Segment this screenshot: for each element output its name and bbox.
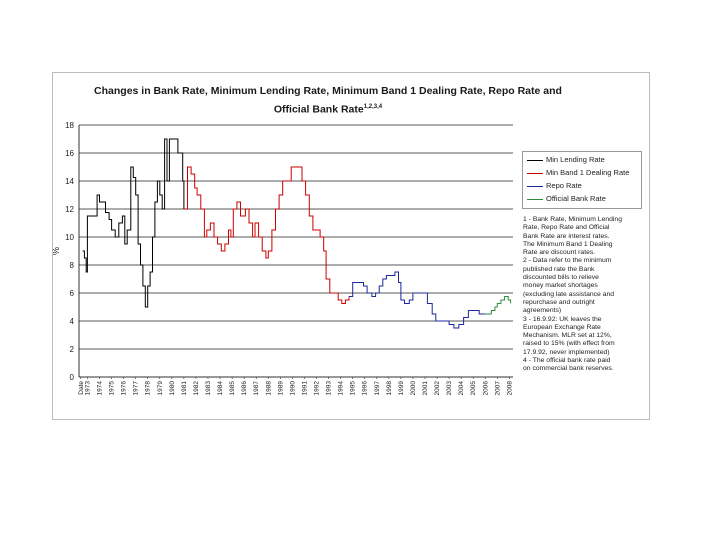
y-tick-label: 10: [65, 233, 74, 242]
legend-label-min-lending-rate: Min Lending Rate: [546, 155, 605, 164]
x-tick-label: 1988: [265, 381, 272, 396]
x-tick-label: 1993: [326, 381, 333, 396]
x-tick-label: 2004: [458, 381, 465, 396]
x-tick-label: 1985: [229, 381, 236, 396]
footnote-line: agreements): [523, 307, 562, 315]
x-tick-label: 1973: [84, 381, 91, 396]
legend-item-min-lending-rate: Min Lending Rate: [527, 155, 605, 166]
x-tick-label: 1992: [313, 381, 320, 396]
x-tick-label: 1977: [133, 381, 140, 396]
x-tick-label: 2000: [410, 381, 417, 396]
legend: Min Lending Rate Min Band 1 Dealing Rate…: [522, 151, 642, 209]
footnote-line: raised to 15% (with effect from: [523, 340, 615, 348]
y-tick-label: 14: [65, 177, 74, 186]
chart-figure: Changes in Bank Rate, Minimum Lending Ra…: [52, 72, 650, 420]
y-tick-label: 12: [65, 205, 74, 214]
y-axis-label: %: [53, 247, 61, 255]
footnote-line: Rate are discount rates.: [523, 249, 596, 257]
footnotes: 1 - Bank Rate, Minimum Lending Rate, Rep…: [523, 216, 645, 374]
legend-label-repo-rate: Repo Rate: [546, 181, 582, 190]
x-tick-label: 2006: [482, 381, 489, 396]
footnote-line: The Minimum Band 1 Dealing: [523, 240, 613, 248]
footnote-line: Bank Rate are interest rates.: [523, 232, 610, 240]
legend-swatch-repo-rate: [527, 185, 543, 187]
x-tick-label: 1989: [277, 381, 284, 396]
x-tick-label: 1986: [241, 381, 248, 396]
legend-swatch-official-bank-rate: [527, 198, 543, 200]
footnote-line: repurchase and outright: [523, 298, 595, 306]
x-tick-label: 1995: [350, 381, 357, 396]
chart-title-superscript: 1,2,3,4: [363, 104, 383, 110]
y-tick-label: 16: [65, 149, 74, 158]
x-tick-label: 1983: [205, 381, 212, 396]
x-axis-label: Date: [78, 381, 85, 395]
legend-swatch-min-band-1-dealing-rate: [527, 172, 543, 174]
chart-title-line-2: Official Bank Rate1,2,3,4: [93, 99, 563, 118]
footnote-line: money market shortages: [523, 282, 598, 290]
x-tick-label: 1980: [169, 381, 176, 396]
footnote-line: 1 - Bank Rate, Minimum Lending: [523, 216, 622, 223]
x-tick-label: 1996: [362, 381, 369, 396]
x-tick-label: 1974: [96, 381, 103, 396]
footnote-line: on commercial bank reserves.: [523, 365, 614, 373]
legend-label-min-band-1-dealing-rate: Min Band 1 Dealing Rate: [546, 168, 630, 177]
x-tick-label: 1998: [386, 381, 393, 396]
x-tick-label: 2002: [434, 381, 441, 396]
y-tick-label: 4: [70, 317, 75, 326]
legend-swatch-min-lending-rate: [527, 159, 543, 161]
series-line-official-bank-rate: [485, 296, 512, 315]
footnote-line: discounted bills to relieve: [523, 274, 599, 282]
footnote-line: 2 - Data refer to the minimum: [523, 257, 612, 265]
y-tick-label: 6: [70, 289, 75, 298]
x-tick-label: 1990: [289, 381, 296, 396]
series-line-min-band-1-dealing-rate: [183, 166, 350, 304]
x-tick-label: 2005: [470, 381, 477, 396]
y-tick-label: 8: [70, 261, 75, 270]
legend-item-official-bank-rate: Official Bank Rate: [527, 194, 606, 205]
x-tick-label: 2007: [494, 381, 501, 396]
x-tick-label: 1976: [121, 381, 128, 396]
footnote-line: 3 - 16.9.92: UK leaves the: [523, 315, 602, 323]
footnote-line: (excluding late assistance and: [523, 290, 615, 298]
footnote-line: European Exchange Rate: [523, 323, 601, 331]
legend-label-official-bank-rate: Official Bank Rate: [546, 194, 606, 203]
x-tick-label: 1978: [145, 381, 152, 396]
y-tick-label: 18: [65, 121, 74, 130]
y-tick-label: 2: [70, 345, 75, 354]
x-tick-label: 1979: [157, 381, 164, 396]
x-tick-label: 1984: [217, 381, 224, 396]
x-tick-label: 2008: [506, 381, 513, 396]
chart-title-second: Official Bank Rate: [273, 103, 364, 116]
x-tick-label: 2001: [422, 381, 429, 396]
x-tick-label: 1991: [301, 381, 308, 396]
y-tick-label: 0: [70, 373, 75, 382]
footnote-line: 4 - The official bank rate paid: [523, 357, 611, 365]
footnote-line: Mechanism. MLR set at 12%,: [523, 332, 612, 340]
x-tick-label: 1987: [253, 381, 260, 396]
legend-item-repo-rate: Repo Rate: [527, 181, 582, 192]
chart-title: Changes in Bank Rate, Minimum Lending Ra…: [93, 83, 563, 118]
footnote-line: published rate the Bank: [523, 265, 595, 273]
series-line-repo-rate: [349, 271, 486, 329]
x-tick-label: 2003: [446, 381, 453, 396]
x-tick-label: 1975: [109, 381, 116, 396]
chart-title-line-1: Changes in Bank Rate, Minimum Lending Ra…: [94, 85, 562, 97]
x-tick-label: 1999: [398, 381, 405, 396]
legend-item-min-band-1-dealing-rate: Min Band 1 Dealing Rate: [527, 168, 629, 179]
x-tick-label: 1982: [193, 381, 200, 396]
footnote-line: 17.9.92, never implemented): [523, 348, 610, 356]
x-tick-label: 1994: [338, 381, 345, 396]
series-line-min-lending-rate: [82, 138, 185, 308]
x-tick-label: 1981: [181, 381, 188, 396]
x-tick-label: 1997: [374, 381, 381, 396]
footnote-line: Rate, Repo Rate and Official: [523, 224, 610, 232]
